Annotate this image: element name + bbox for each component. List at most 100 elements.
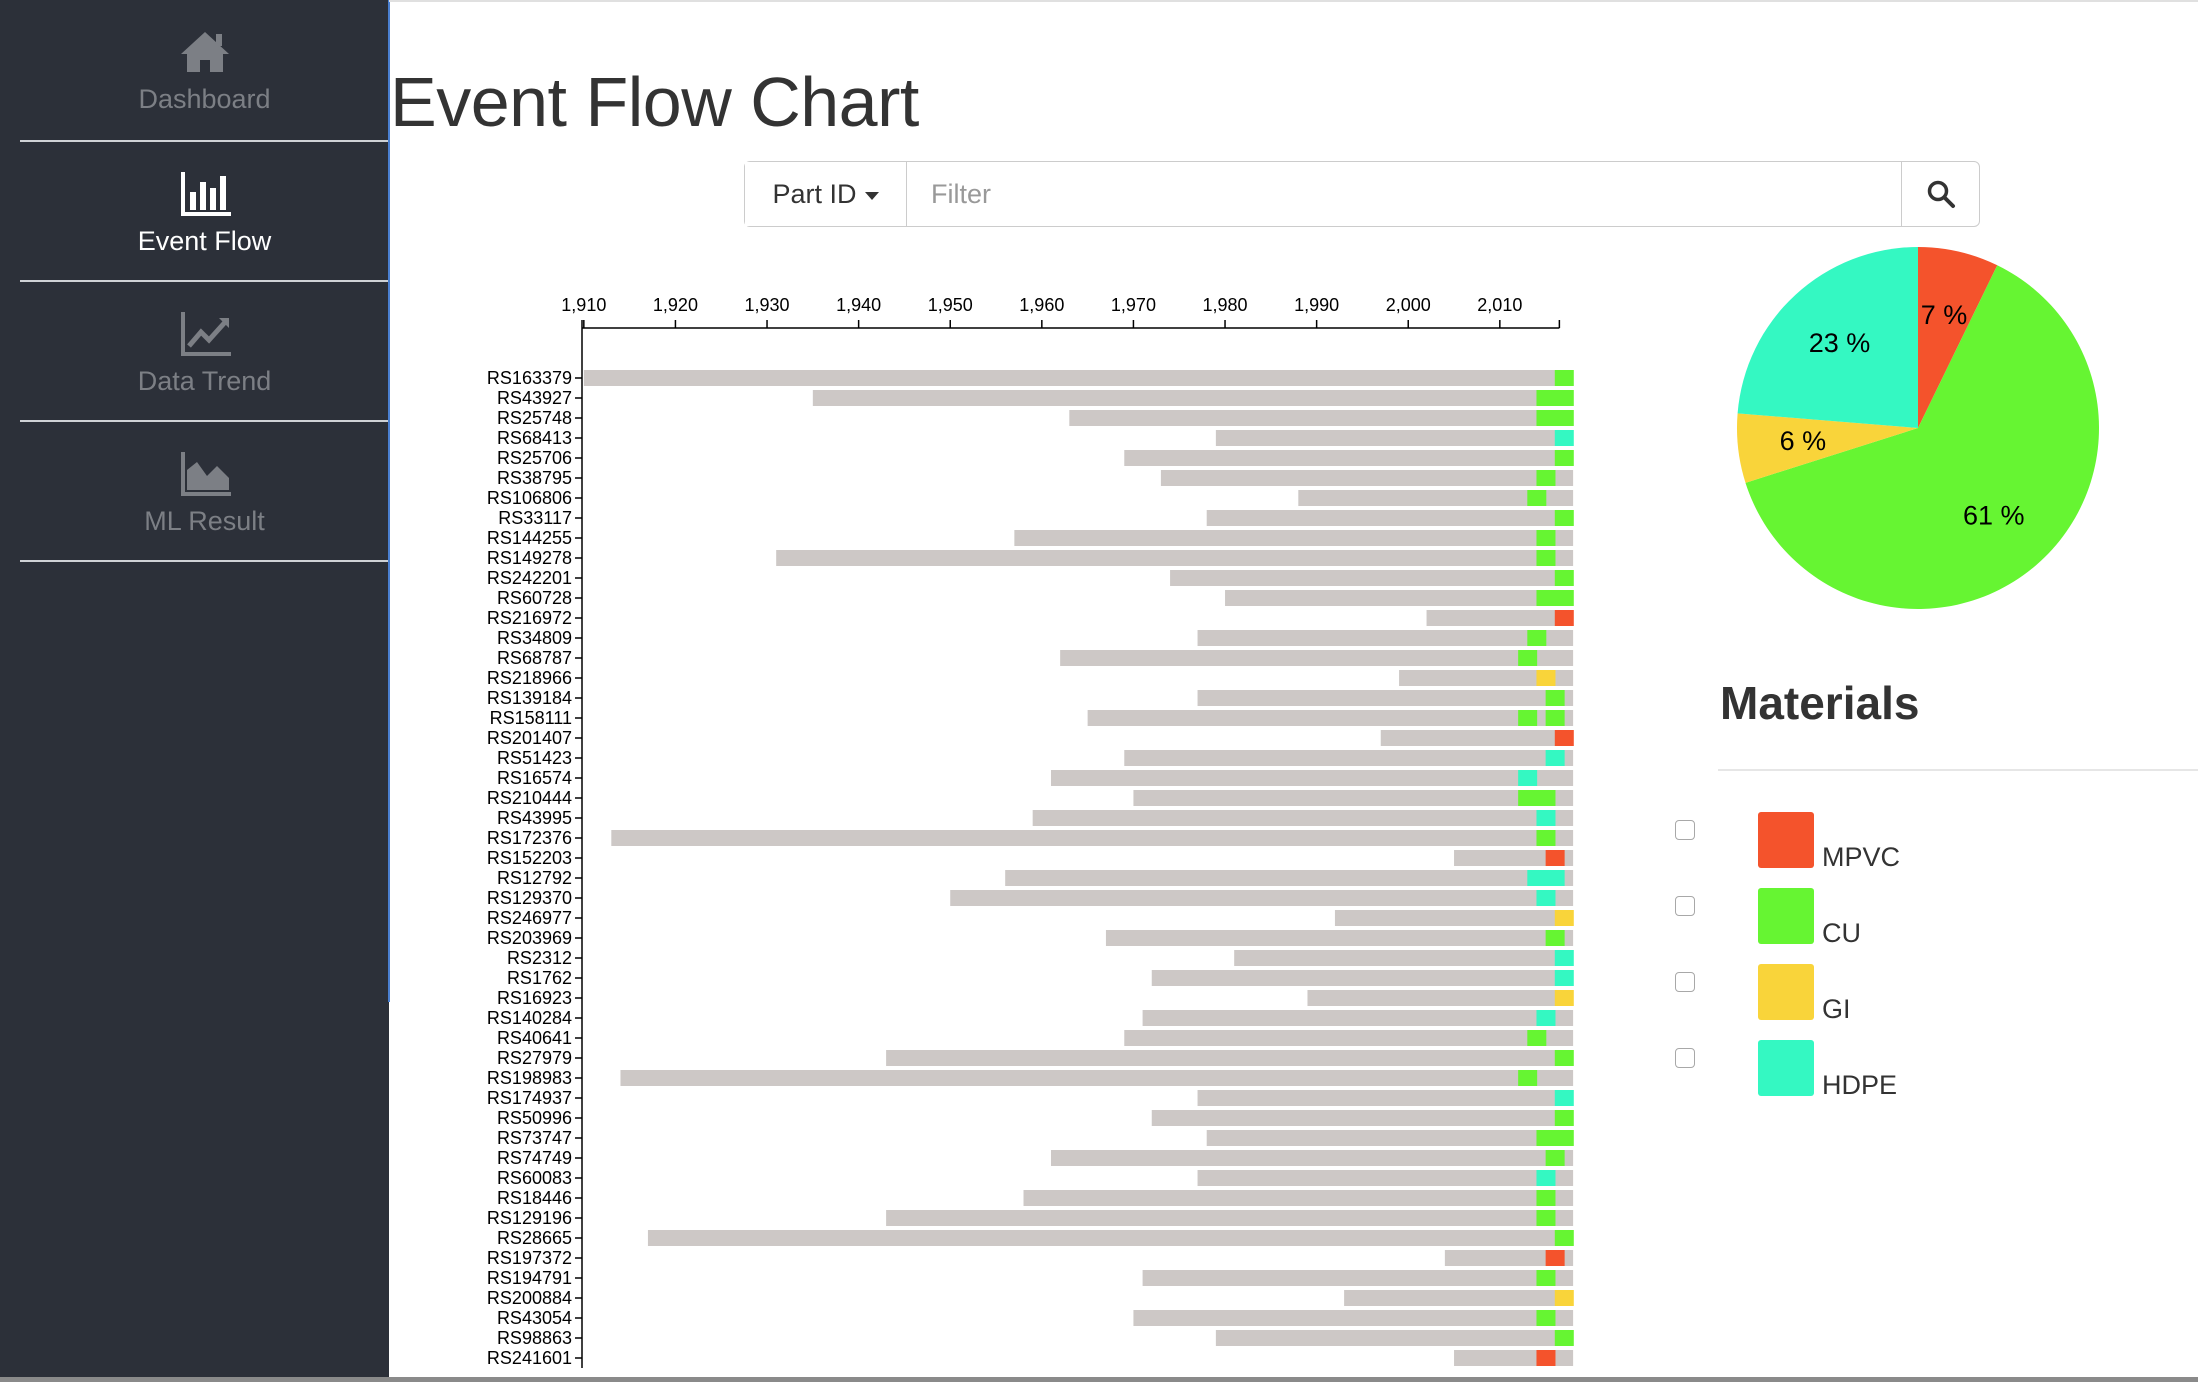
y-tick-label: RS149278 bbox=[487, 548, 572, 568]
y-tick-label: RS68787 bbox=[497, 648, 572, 668]
timeline-bar bbox=[583, 370, 1574, 386]
x-tick-label: 1,970 bbox=[1111, 295, 1156, 315]
timeline-bar bbox=[1225, 590, 1574, 606]
event-marker bbox=[1536, 1130, 1556, 1146]
y-tick-label: RS246977 bbox=[487, 908, 572, 928]
filter-input[interactable] bbox=[907, 162, 1901, 226]
timeline-bar bbox=[1307, 990, 1574, 1006]
x-tick-label: 1,980 bbox=[1203, 295, 1248, 315]
event-marker bbox=[1536, 1190, 1556, 1206]
event-marker bbox=[1545, 870, 1565, 886]
y-tick-label: RS158111 bbox=[490, 708, 572, 728]
timeline-bar bbox=[886, 1210, 1574, 1226]
timeline-bar bbox=[1334, 910, 1574, 926]
search-button[interactable] bbox=[1901, 162, 1979, 226]
event-marker bbox=[1554, 950, 1574, 966]
caret-down-icon bbox=[864, 191, 879, 200]
timeline-bar bbox=[1142, 1010, 1574, 1026]
y-tick-label: RS33117 bbox=[498, 508, 572, 528]
y-tick-label: RS73747 bbox=[497, 1128, 572, 1148]
sidebar-item-data-trend[interactable]: Data Trend bbox=[20, 282, 389, 422]
sidebar-divider bbox=[20, 420, 389, 422]
pie-slice-label: 61 % bbox=[1963, 501, 2025, 531]
top-border bbox=[389, 0, 2198, 2]
timeline-bar bbox=[1215, 1330, 1574, 1346]
event-marker bbox=[1536, 1350, 1556, 1366]
event-flow-chart: 1,910 1,920 1,930 1,940 1,950 1,960 1,970 1,980… bbox=[487, 295, 1574, 1368]
timeline-bar bbox=[1060, 650, 1574, 666]
legend-label: CU bbox=[1822, 918, 1861, 948]
sidebar-item-event-flow[interactable]: Event Flow bbox=[20, 142, 389, 282]
sidebar-divider bbox=[20, 140, 389, 142]
y-tick-label: RS201407 bbox=[487, 728, 572, 748]
y-tick-label: RS241601 bbox=[487, 1348, 572, 1368]
legend-label: HDPE bbox=[1822, 1070, 1898, 1100]
event-marker bbox=[1554, 450, 1574, 466]
y-tick-label: RS198983 bbox=[487, 1068, 572, 1088]
event-marker bbox=[1536, 530, 1556, 546]
cu-checkbox[interactable] bbox=[1675, 896, 1695, 916]
event-marker bbox=[1554, 970, 1574, 986]
pie-slice-label: 7 % bbox=[1921, 300, 1968, 330]
event-marker bbox=[1536, 410, 1556, 426]
sidebar-item-dashboard[interactable]: Dashboard bbox=[20, 0, 389, 140]
event-marker bbox=[1536, 470, 1556, 486]
timeline-bar bbox=[1215, 430, 1574, 446]
mpvc-checkbox[interactable] bbox=[1675, 820, 1695, 840]
event-marker bbox=[1536, 390, 1556, 406]
event-marker bbox=[1545, 690, 1565, 706]
x-tick-label: 1,910 bbox=[561, 295, 606, 315]
bottom-border bbox=[0, 1377, 2198, 1382]
event-marker bbox=[1536, 1010, 1556, 1026]
event-marker bbox=[1554, 910, 1574, 926]
event-marker bbox=[1545, 1150, 1565, 1166]
timeline-bar bbox=[1050, 770, 1574, 786]
timeline-bar bbox=[1298, 490, 1574, 506]
search-icon bbox=[1927, 180, 1955, 208]
timeline-bar bbox=[1032, 810, 1574, 826]
y-tick-label: RS34809 bbox=[497, 628, 572, 648]
event-marker bbox=[1554, 430, 1574, 446]
timeline-bar bbox=[1124, 450, 1574, 466]
event-marker bbox=[1518, 770, 1538, 786]
y-tick-label: RS218966 bbox=[487, 668, 572, 688]
area-chart-icon bbox=[180, 451, 231, 496]
sidebar-item-ml-result[interactable]: ML Result bbox=[20, 422, 389, 562]
part-id-dropdown[interactable]: Part ID bbox=[745, 162, 907, 226]
hdpe-checkbox[interactable] bbox=[1675, 1048, 1695, 1068]
y-tick-label: RS25748 bbox=[497, 408, 572, 428]
x-tick-label: 1,930 bbox=[745, 295, 790, 315]
timeline-bar bbox=[1124, 1030, 1574, 1046]
y-tick-label: RS98863 bbox=[497, 1328, 572, 1348]
event-marker bbox=[1536, 1310, 1556, 1326]
timeline-bar bbox=[647, 1230, 1574, 1246]
y-tick-label: RS43054 bbox=[497, 1308, 572, 1328]
materials-divider bbox=[1718, 769, 2198, 771]
y-tick-label: RS152203 bbox=[487, 848, 572, 868]
x-tick-label: 2,010 bbox=[1477, 295, 1522, 315]
x-tick-label: 2,000 bbox=[1386, 295, 1431, 315]
event-marker bbox=[1554, 1290, 1574, 1306]
sidebar-item-label: Dashboard bbox=[138, 83, 271, 114]
x-tick-label: 1,990 bbox=[1294, 295, 1339, 315]
y-tick-label: RS106806 bbox=[487, 488, 572, 508]
y-tick-label: RS16923 bbox=[497, 988, 572, 1008]
x-tick-label: 1,960 bbox=[1019, 295, 1064, 315]
timeline-bar bbox=[1399, 670, 1574, 686]
event-marker bbox=[1536, 830, 1556, 846]
y-tick-label: RS210444 bbox=[487, 788, 572, 808]
y-tick-label: RS144255 bbox=[487, 528, 572, 548]
event-marker bbox=[1554, 410, 1574, 426]
sidebar-divider bbox=[20, 280, 389, 282]
timeline-bar bbox=[1197, 690, 1574, 706]
timeline-bar bbox=[1050, 1150, 1574, 1166]
timeline-bar bbox=[1151, 970, 1574, 986]
y-tick-label: RS129370 bbox=[487, 888, 572, 908]
legend-label: GI bbox=[1822, 994, 1851, 1024]
timeline-bar bbox=[1444, 1250, 1574, 1266]
y-tick-label: RS174937 bbox=[487, 1088, 572, 1108]
event-marker bbox=[1554, 610, 1574, 626]
gi-checkbox[interactable] bbox=[1675, 972, 1695, 992]
event-marker bbox=[1554, 570, 1574, 586]
event-marker bbox=[1554, 590, 1574, 606]
